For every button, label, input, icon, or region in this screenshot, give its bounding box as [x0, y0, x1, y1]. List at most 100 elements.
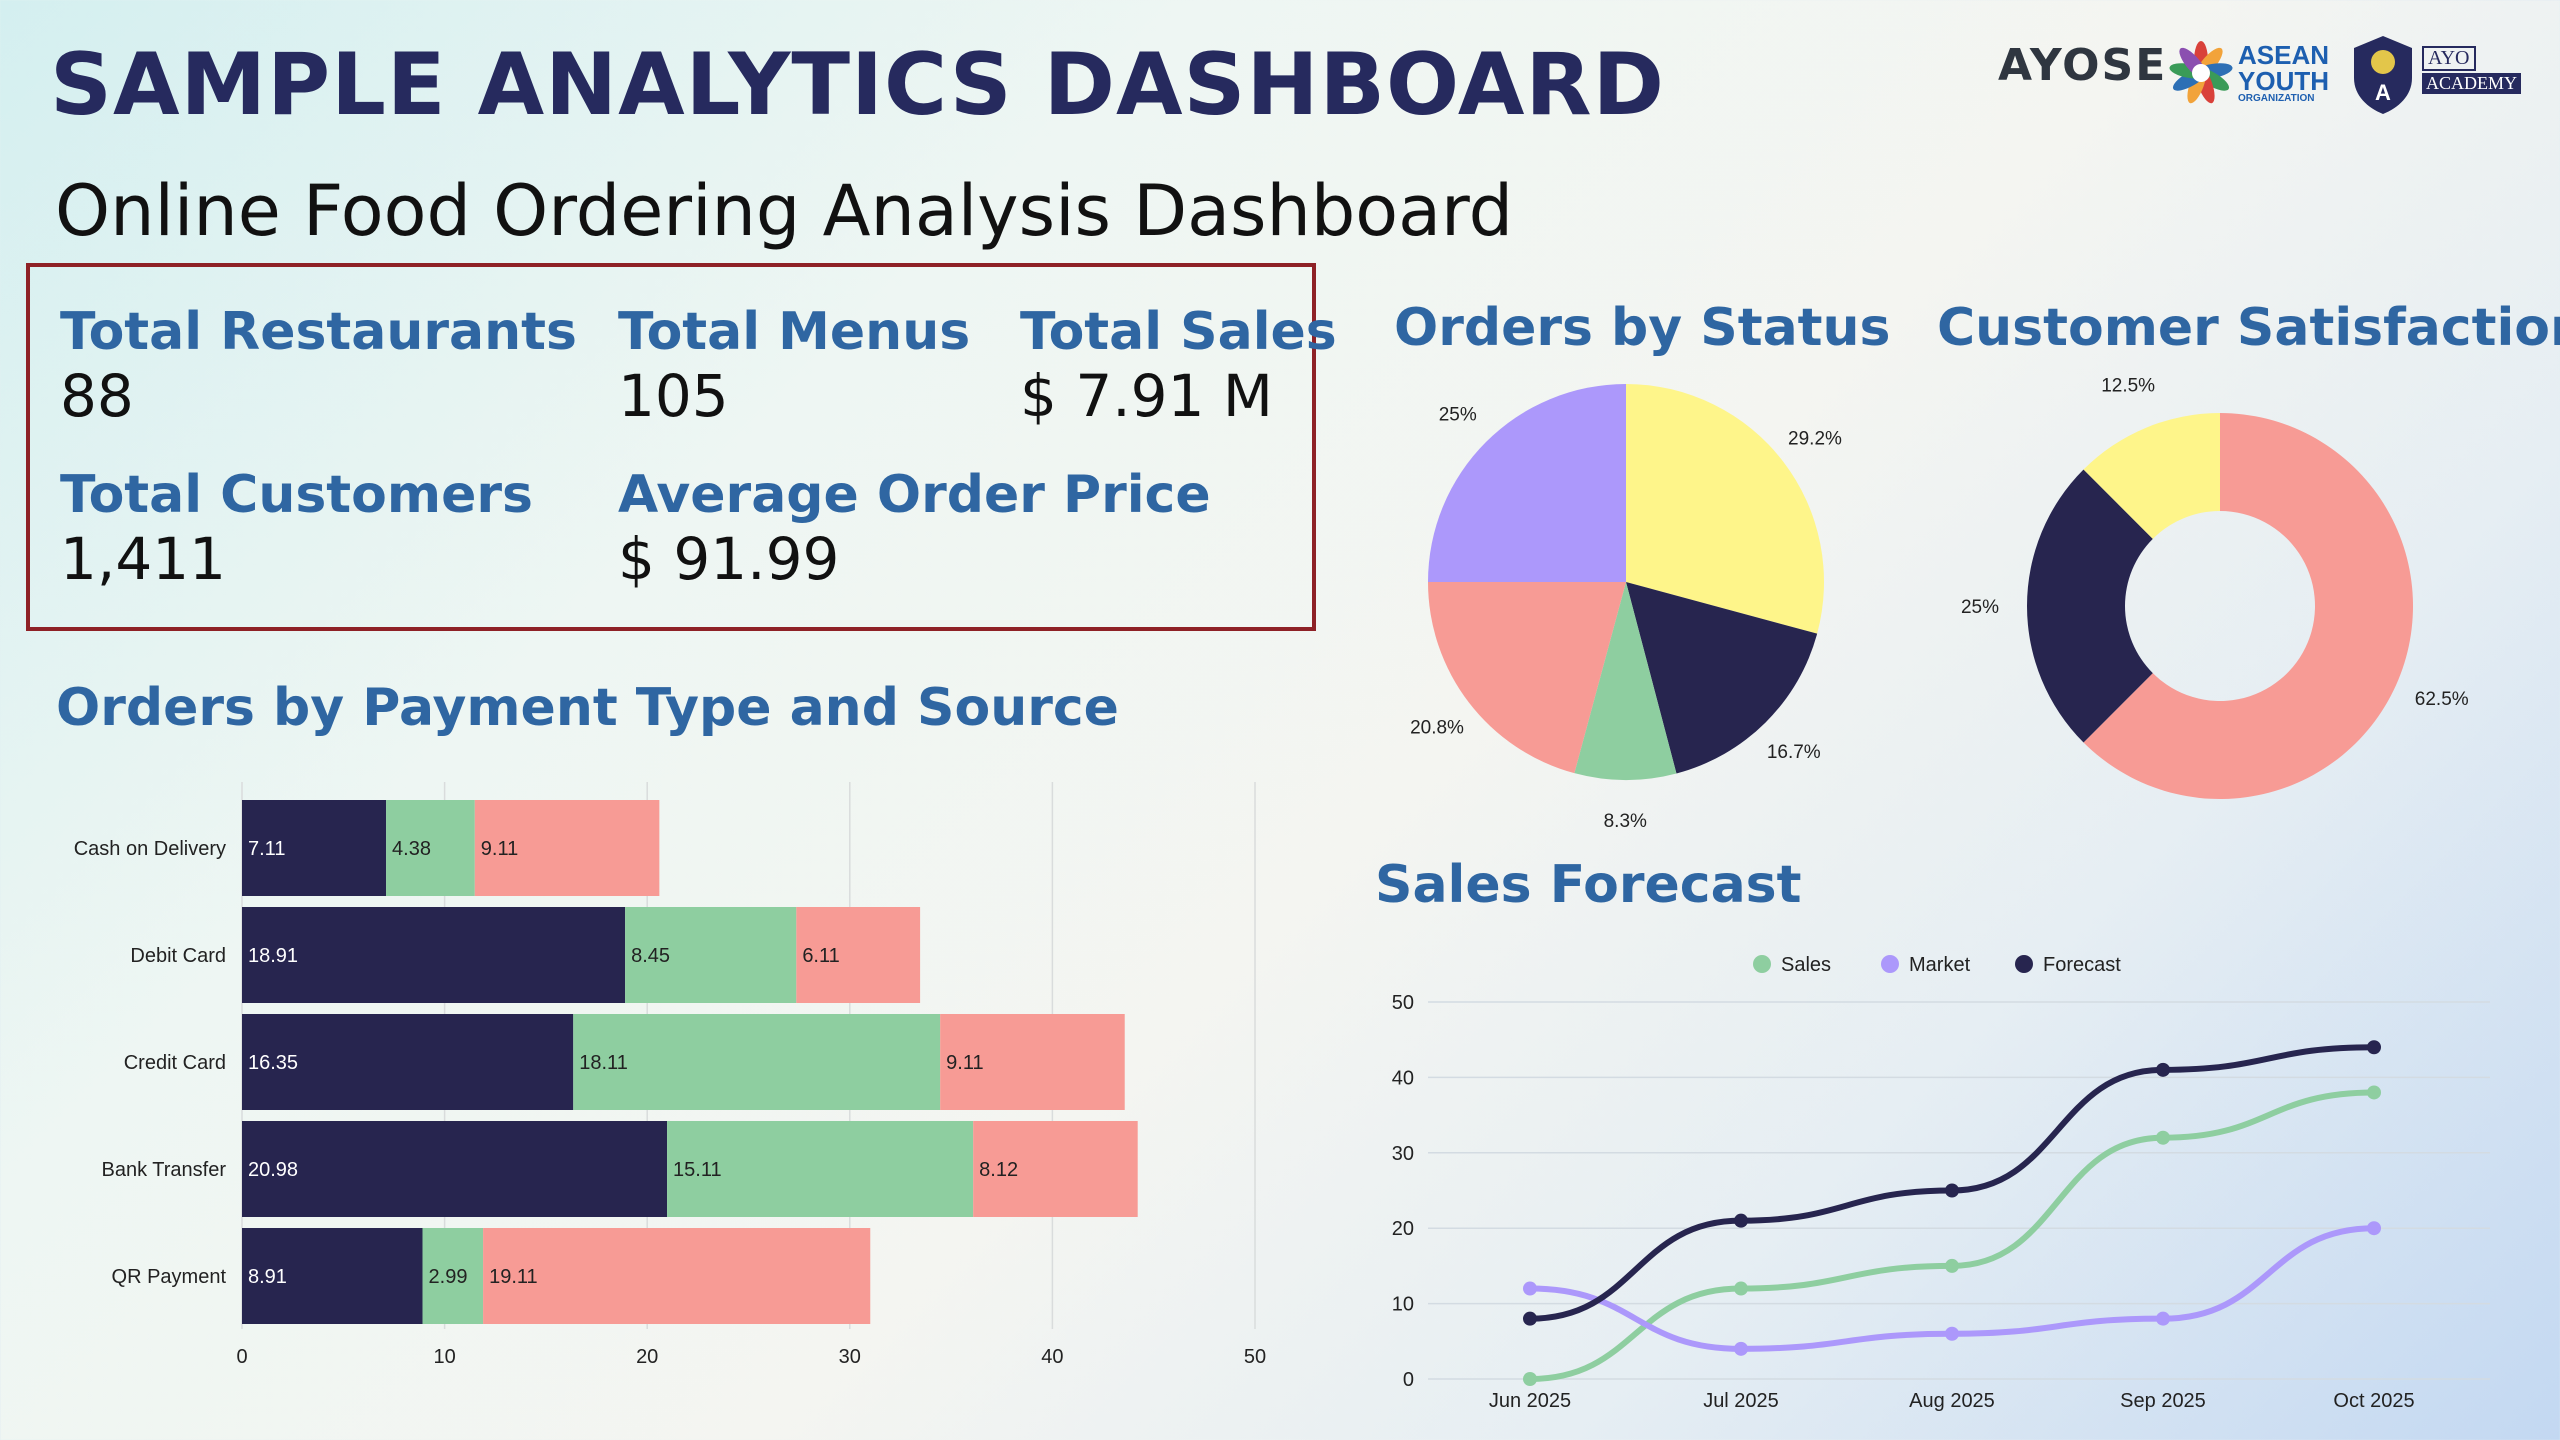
- bar-data-label: 8.91: [248, 1266, 287, 1288]
- x-tick-label: 0: [236, 1346, 247, 1368]
- kpi-total-customers: Total Customers 1,411: [60, 465, 533, 593]
- dashboard-title: SAMPLE ANALYTICS DASHBOARD: [50, 35, 1665, 135]
- bar-segment: [573, 1014, 941, 1110]
- data-point: [1523, 1372, 1537, 1386]
- bar-segment: [667, 1121, 974, 1217]
- pie-slice: [2083, 413, 2413, 799]
- data-point: [2156, 1130, 2170, 1145]
- bar-segment: [386, 800, 475, 896]
- pie-slice: [2027, 469, 2153, 743]
- legend-label: Sales: [1781, 954, 1831, 976]
- flower-emblem-icon: [2169, 41, 2233, 104]
- x-tick-label: Aug 2025: [1909, 1390, 1995, 1412]
- satisfaction-donut-chart: 62.5% 25% 12.5%: [1961, 375, 2469, 799]
- x-tick-label: 50: [1244, 1346, 1266, 1368]
- data-point: [1523, 1311, 1537, 1326]
- bar-data-label: 16.35: [248, 1052, 298, 1074]
- ayose-logo: AYOSE: [1998, 40, 2168, 91]
- payment-bar-chart: 0 10 20 30 40 50 Cash on Delivery 7.11 4.38 9.11 D…: [74, 782, 1266, 1368]
- bar-data-label: 8.45: [631, 945, 670, 967]
- bar-data-label: 19.11: [489, 1266, 538, 1288]
- bar-segment: [796, 907, 921, 1003]
- data-point: [2156, 1062, 2170, 1077]
- x-tick-label: 40: [1041, 1346, 1063, 1368]
- legend-label: Market: [1909, 954, 1971, 976]
- data-point: [1734, 1341, 1748, 1356]
- kpi-total-restaurants: Total Restaurants 88: [60, 302, 577, 430]
- category-label: QR Payment: [112, 1266, 227, 1288]
- bar-segment: [422, 1228, 484, 1324]
- y-tick-label: 0: [1403, 1369, 1414, 1391]
- bar-segment: [242, 1228, 423, 1324]
- data-point: [1945, 1258, 1959, 1273]
- pie-slice: [1428, 384, 1626, 582]
- pie-slice: [1626, 582, 1818, 774]
- data-point: [2367, 1221, 2381, 1236]
- shield-icon: A: [2354, 36, 2412, 114]
- data-point: [1734, 1213, 1748, 1228]
- category-label: Debit Card: [130, 945, 226, 967]
- legend-marker: [1881, 955, 1899, 973]
- category-label: Credit Card: [124, 1052, 226, 1074]
- category-label: Bank Transfer: [101, 1159, 226, 1181]
- pie-slice: [1626, 384, 1824, 634]
- dashboard-subtitle: Online Food Ordering Analysis Dashboard: [55, 170, 1514, 252]
- bar-segment: [973, 1121, 1138, 1217]
- bar-data-label: 18.11: [579, 1052, 628, 1074]
- bar-segment: [940, 1014, 1125, 1110]
- x-tick-label: 30: [839, 1346, 861, 1368]
- data-point: [1945, 1326, 1959, 1341]
- legend-label: Forecast: [2043, 954, 2121, 976]
- category-label: Cash on Delivery: [74, 838, 226, 860]
- forecast-line-chart: 0 10 20 30 40 50 Jun 2025 Jul 2025 Aug 2025 Sep 2…: [1392, 954, 2490, 1412]
- pie-data-label: 16.7%: [1767, 742, 1821, 763]
- bar-data-label: 7.11: [248, 838, 285, 860]
- kpi-panel: Total Restaurants 88 Total Menus 105 Tot…: [26, 263, 1337, 631]
- pie-data-label: 25%: [1439, 405, 1477, 426]
- y-tick-label: 10: [1392, 1294, 1414, 1316]
- bar-segment: [242, 1121, 668, 1217]
- x-tick-label: Jul 2025: [1703, 1390, 1779, 1412]
- bar-segment: [242, 800, 387, 896]
- forecast-chart-title: Sales Forecast: [1375, 855, 1802, 915]
- pie-data-label: 8.3%: [1604, 811, 1647, 830]
- pie-data-label: 62.5%: [2415, 689, 2469, 710]
- asean-youth-logo: ASEAN YOUTH ORGANIZATION: [2168, 40, 2329, 108]
- pie-data-label: 29.2%: [1788, 428, 1842, 449]
- kpi-average-order-price: Average Order Price $ 91.99: [618, 465, 1211, 593]
- y-tick-label: 30: [1392, 1143, 1414, 1165]
- pie-data-label: 12.5%: [2101, 375, 2155, 396]
- bar-data-label: 18.91: [248, 945, 298, 967]
- bar-data-label: 20.98: [248, 1159, 298, 1181]
- data-point: [2367, 1040, 2381, 1055]
- y-tick-label: 50: [1392, 992, 1414, 1014]
- payment-chart-title: Orders by Payment Type and Source: [56, 678, 1119, 738]
- bar-data-label: 9.11: [481, 838, 518, 860]
- satisfaction-chart-title: Customer Satisfaction: [1937, 298, 2560, 358]
- status-chart-title: Orders by Status: [1394, 298, 1891, 358]
- x-tick-label: Oct 2025: [2333, 1390, 2414, 1412]
- x-tick-label: Jun 2025: [1489, 1390, 1571, 1412]
- bar-segment: [242, 1014, 574, 1110]
- bar-segment: [625, 907, 797, 1003]
- bar-data-label: 15.11: [673, 1159, 722, 1181]
- kpi-total-sales: Total Sales $ 7.91 M: [1020, 302, 1337, 430]
- pie-data-label: 25%: [1961, 597, 1999, 618]
- bar-data-label: 4.38: [392, 838, 431, 860]
- data-point: [1523, 1281, 1537, 1296]
- x-tick-label: Sep 2025: [2120, 1390, 2206, 1412]
- bar-segment: [242, 907, 626, 1003]
- bar-segment: [474, 800, 660, 896]
- status-pie-chart: 29.2% 16.7% 8.3% 20.8% 25%: [1410, 384, 1842, 830]
- x-tick-label: 20: [636, 1346, 658, 1368]
- data-point: [2367, 1085, 2381, 1100]
- x-tick-label: 10: [433, 1346, 455, 1368]
- legend-marker: [1753, 955, 1771, 973]
- pie-slice: [1428, 582, 1626, 774]
- data-point: [1945, 1183, 1959, 1198]
- svg-text:A: A: [2375, 80, 2391, 105]
- pie-data-label: 20.8%: [1410, 718, 1464, 739]
- data-point: [2156, 1311, 2170, 1326]
- data-point: [1734, 1281, 1748, 1296]
- bar-data-label: 9.11: [946, 1052, 983, 1074]
